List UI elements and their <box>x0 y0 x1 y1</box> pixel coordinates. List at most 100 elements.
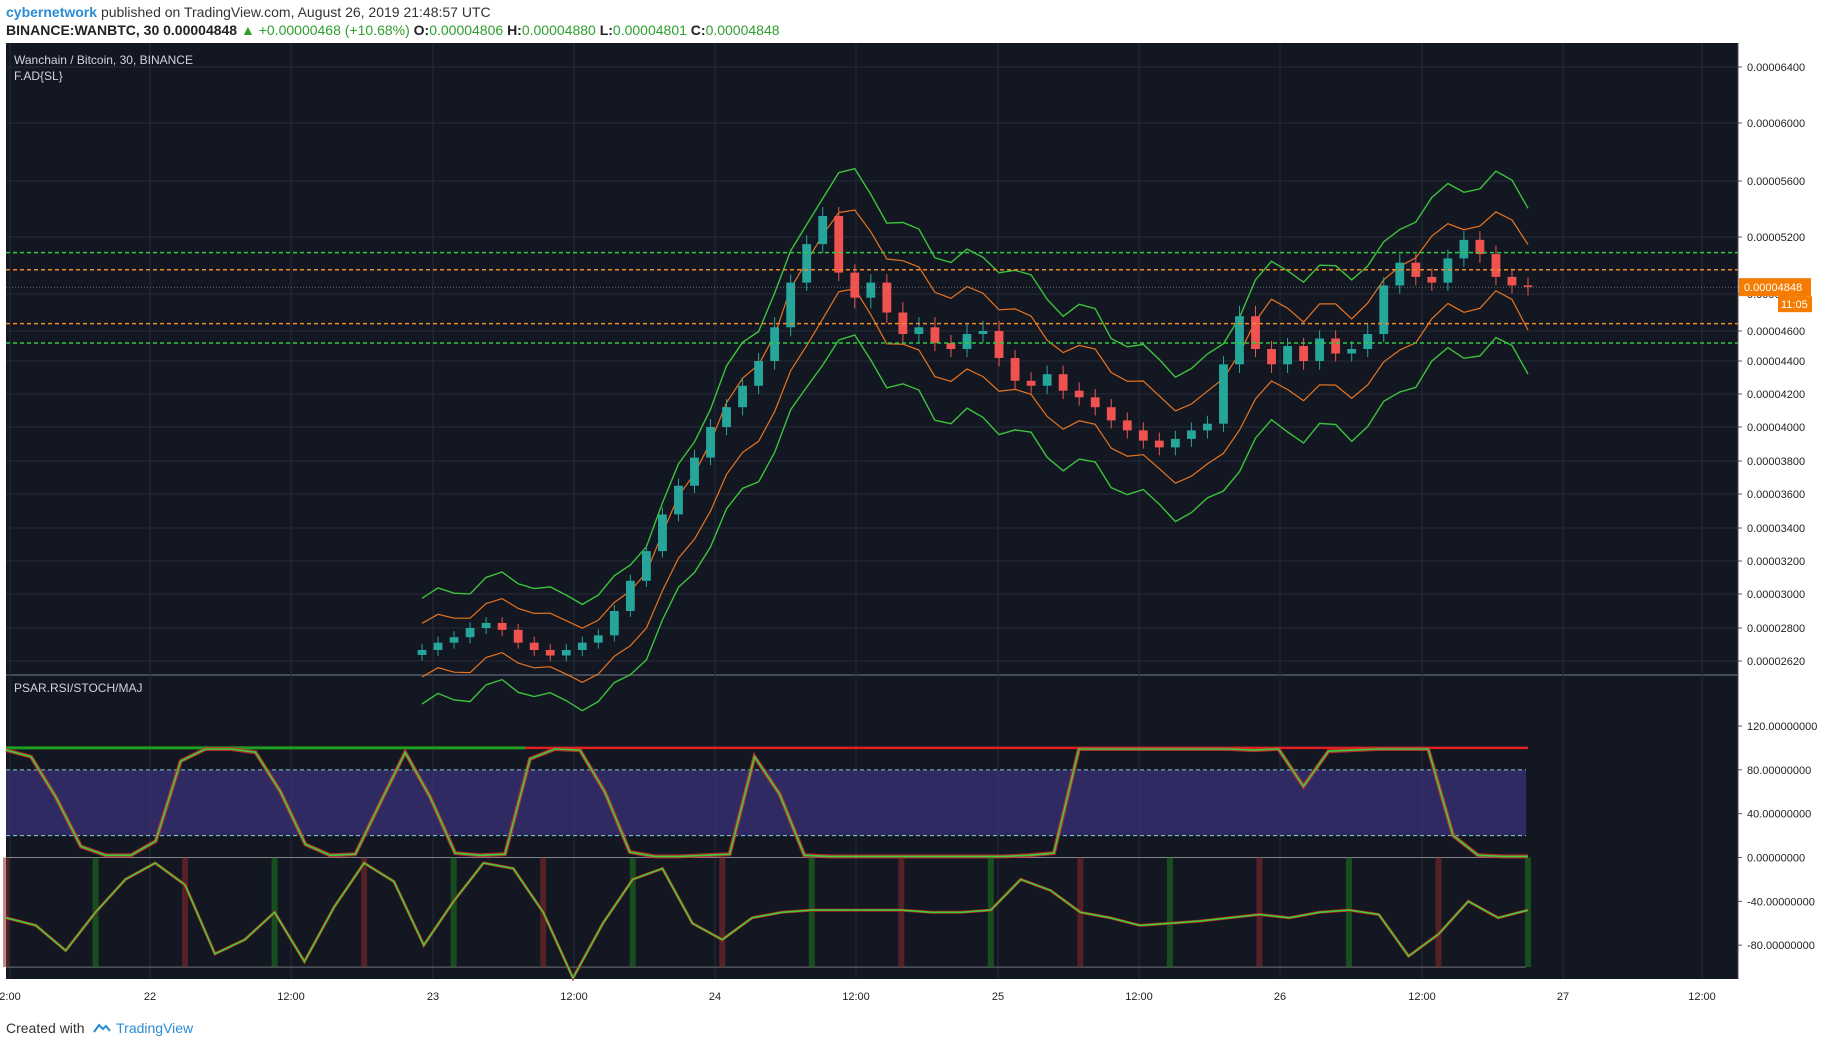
bearish-candle <box>1106 407 1116 421</box>
tradingview-link[interactable]: TradingView <box>116 1020 194 1036</box>
bearish-candle <box>529 642 539 650</box>
bearish-candle <box>545 650 555 656</box>
price-tick-label: 0.00004600 <box>1747 326 1805 338</box>
bearish-candle <box>1010 358 1020 381</box>
time-tick-label: 2:00 <box>0 991 21 1003</box>
author-link[interactable]: cybernetwork <box>6 4 98 20</box>
signal-bar <box>629 857 636 968</box>
footer: Created with TradingView <box>6 1020 193 1036</box>
last-price-tag <box>1739 278 1811 297</box>
bullish-candle <box>690 457 699 486</box>
last-price-tag-label: 0.00004848 <box>1744 282 1802 294</box>
tradingview-logo-icon <box>93 1023 112 1033</box>
bearish-candle <box>1491 254 1501 277</box>
plot-background <box>6 43 1738 979</box>
time-tick-label: 12:00 <box>1125 991 1153 1003</box>
lower-outer-band <box>421 334 1529 712</box>
bullish-candle <box>1042 374 1052 386</box>
close-label: C: <box>690 22 706 38</box>
bullish-candle <box>1443 258 1453 283</box>
bearish-candle <box>1331 338 1341 354</box>
osc-tick-label: -80.00000000 <box>1747 940 1815 952</box>
close-value: 0.00004848 <box>705 22 780 38</box>
bullish-candle <box>1203 423 1212 431</box>
osc-tick-label: 0.00000000 <box>1747 853 1805 865</box>
bullish-candle <box>770 327 780 361</box>
signal-bar <box>719 857 726 968</box>
open-label: O: <box>413 22 430 38</box>
bullish-candle <box>609 611 619 636</box>
bearish-candle <box>1299 346 1309 361</box>
rsi-band <box>6 769 1526 836</box>
bullish-candle <box>1379 285 1389 334</box>
time-tick-label: 22 <box>144 991 156 1003</box>
osc-tick-label: -40.00000000 <box>1747 896 1815 908</box>
bullish-candle <box>433 642 443 650</box>
signal-bar <box>361 857 368 968</box>
price-tick-label: 0.00004000 <box>1747 422 1805 434</box>
price-axis-background <box>1738 43 1832 979</box>
chart-canvas[interactable]: 0.00006400 0.00006000 0.00005600 0.00005200… <box>0 43 1840 1011</box>
bullish-candle <box>962 334 972 349</box>
price-tick-label: 0.00006400 <box>1747 62 1805 74</box>
signal-bar <box>1345 857 1352 968</box>
bearish-candle <box>1058 374 1068 391</box>
publish-line: cybernetwork published on TradingView.co… <box>6 4 491 20</box>
osc-tick-label: 40.00000000 <box>1747 809 1811 821</box>
change-value: +0.00000468 (+10.68%) <box>258 22 410 38</box>
time-tick-label: 12:00 <box>842 991 870 1003</box>
countdown-label: 11:05 <box>1781 299 1808 311</box>
bullish-candle <box>1170 438 1180 448</box>
price-tick-label: 0.00002800 <box>1747 623 1805 635</box>
price-tick-label: 0.00003600 <box>1747 489 1805 501</box>
price-tick-label: 0.00005200 <box>1747 232 1805 244</box>
price-tick-label: 0.00004200 <box>1747 389 1805 401</box>
price-tick-label: 0.00003200 <box>1747 556 1805 568</box>
upper-inner-band <box>421 209 1529 629</box>
symbol-label: BINANCE:WANBTC, 30 <box>6 22 160 38</box>
bullish-candle <box>1363 334 1373 349</box>
bearish-candle <box>1267 349 1276 365</box>
bearish-candle <box>1090 397 1100 408</box>
bullish-candle <box>625 580 635 611</box>
up-triangle-icon: ▲ <box>240 22 255 38</box>
indicator-label: F.AD{SL} <box>14 69 63 83</box>
time-tick-label: 12:00 <box>1408 991 1436 1003</box>
bullish-candle <box>978 331 988 334</box>
signal-bar <box>1525 857 1531 968</box>
bullish-candle <box>1315 338 1325 361</box>
main-pane-title: Wanchain / Bitcoin, 30, BINANCE <box>14 53 193 67</box>
bearish-candle <box>930 327 940 343</box>
bearish-candle <box>1138 430 1148 441</box>
time-tick-label: 25 <box>992 991 1004 1003</box>
price-tick-label: 0.00003400 <box>1747 523 1805 535</box>
last-price-value: 0.00004848 <box>163 22 238 38</box>
price-tick-label: 0.00003800 <box>1747 456 1805 468</box>
bullish-candle <box>417 650 427 655</box>
bullish-candle <box>674 485 683 515</box>
bearish-candle <box>1026 380 1036 386</box>
signal-bar <box>1435 857 1442 968</box>
osc-tick-label: 120.00000000 <box>1747 721 1817 733</box>
price-tick-label: 0.00005600 <box>1747 176 1805 188</box>
bullish-candle <box>593 635 603 643</box>
bullish-candle <box>914 327 924 334</box>
bearish-candle <box>1427 276 1437 283</box>
signal-bar <box>987 857 994 968</box>
bullish-candle <box>641 551 651 581</box>
time-tick-label: 12:00 <box>277 991 305 1003</box>
time-tick-label: 24 <box>709 991 721 1003</box>
bullish-candle <box>1459 239 1469 259</box>
bearish-candle <box>994 331 1004 358</box>
bearish-candle <box>1122 420 1132 431</box>
price-tick-label: 0.00002620 <box>1747 656 1805 668</box>
bullish-candle <box>561 650 571 656</box>
price-tick-label: 0.00004400 <box>1747 356 1805 368</box>
bullish-candle <box>866 282 876 298</box>
bullish-candle <box>738 385 747 408</box>
bearish-candle <box>1475 239 1485 255</box>
osc-pane-title: PSAR.RSI/STOCH/MAJ <box>14 681 142 695</box>
signal-bar <box>3 857 9 968</box>
bearish-candle <box>946 343 956 349</box>
bullish-candle <box>818 216 828 245</box>
